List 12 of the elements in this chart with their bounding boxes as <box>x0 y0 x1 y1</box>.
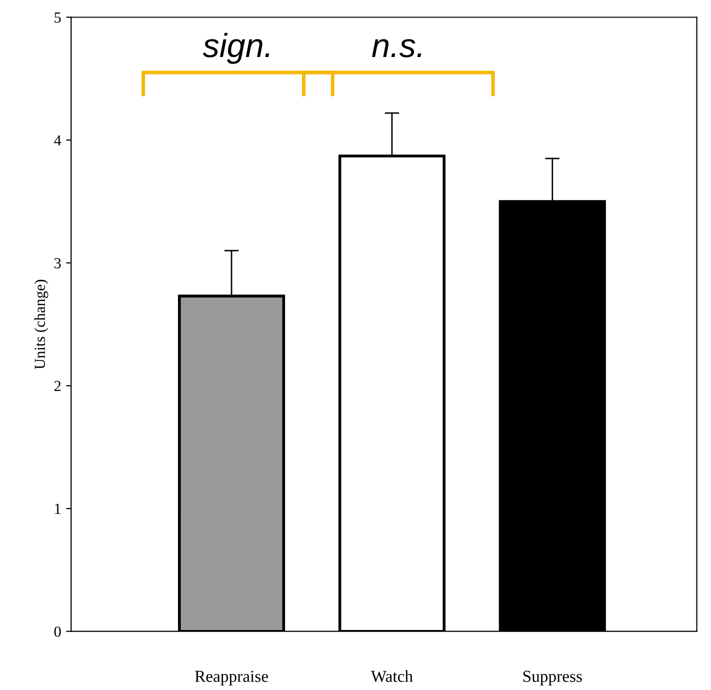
x-tick-label: Suppress <box>523 670 582 686</box>
y-tick-label: 1 <box>55 504 60 514</box>
annotation: n.s. <box>372 39 422 58</box>
y-axis-title: Units (change) <box>34 280 48 370</box>
x-tick-label: Watch <box>370 670 413 682</box>
y-tick-label: 3 <box>54 258 61 268</box>
y-tick-label: 0 <box>54 626 61 637</box>
y-tick-label: 4 <box>54 135 62 146</box>
y-tick-label: 5 <box>54 12 61 23</box>
annotation: sign. <box>202 32 270 64</box>
x-tick-label: Reappraise <box>194 670 268 686</box>
y-tick-label: 2 <box>54 380 61 392</box>
